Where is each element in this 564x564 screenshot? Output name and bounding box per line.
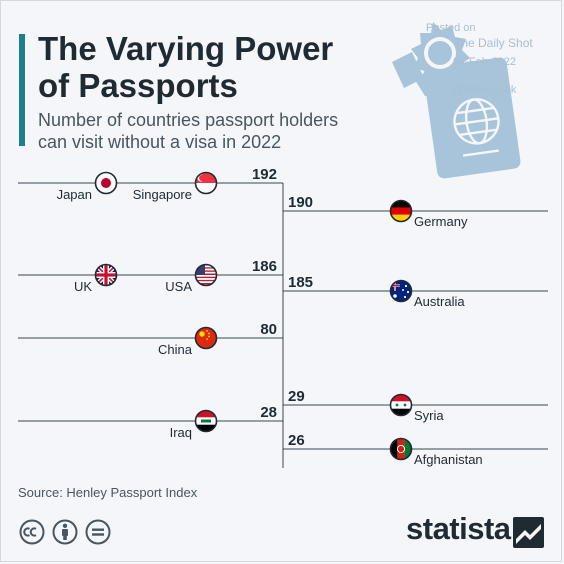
flag-germany (389, 199, 413, 223)
by-icon (52, 519, 78, 545)
country-label: Singapore (133, 187, 192, 202)
flag-usa (194, 263, 218, 287)
flag-china (194, 326, 218, 350)
flag-uk (94, 263, 118, 287)
statista-wordmark: statista (406, 511, 511, 546)
flag-australia (389, 279, 413, 303)
value-label: 185 (288, 274, 313, 291)
country-label: Syria (414, 408, 444, 423)
flag-syria (389, 393, 413, 417)
value-label: 186 (252, 258, 277, 275)
flag-afghanistan (389, 437, 413, 461)
license-icons (19, 519, 111, 545)
flag-singapore (194, 171, 218, 195)
chart-subtitle-line-1: Number of countries passport holders (38, 110, 339, 130)
country-label: Afghanistan (414, 452, 483, 467)
country-label: USA (165, 279, 192, 294)
value-label: 26 (288, 432, 305, 449)
chart-title: The Varying Power of Passports (38, 30, 378, 104)
title-accent-bar (19, 34, 25, 146)
value-label: 80 (260, 321, 277, 338)
watermark-line-1: Posted on (426, 22, 476, 34)
statista-logo-icon (513, 517, 544, 548)
flag-iraq (194, 409, 218, 433)
country-label: Australia (414, 294, 465, 309)
chart-title-line-1: The Varying Power (38, 30, 334, 67)
cc-icon (19, 519, 45, 545)
value-label: 28 (260, 404, 277, 421)
passport-chart: 192 Japan Singapore 190 Germany 186 UK USA 185 Au… (18, 166, 548, 468)
value-label: 192 (252, 166, 277, 183)
country-label: Iraq (170, 425, 192, 440)
flag-japan (94, 171, 118, 195)
value-label: 29 (288, 388, 305, 405)
chart-title-line-2: of Passports (38, 67, 238, 104)
country-label: China (158, 342, 193, 357)
source-note: Source: Henley Passport Index (18, 485, 198, 500)
watermark-line-3: 04-Feb-2022 (453, 56, 516, 68)
watermark-line-4: @SoberLook (452, 84, 517, 96)
country-label: Germany (414, 214, 468, 229)
country-label: UK (74, 279, 92, 294)
chart-subtitle: Number of countries passport holders can… (38, 109, 378, 153)
chart-subtitle-line-2: can visit without a visa in 2022 (38, 132, 282, 152)
country-label: Japan (57, 187, 92, 202)
value-label: 190 (288, 194, 313, 211)
watermark-line-2: The Daily Shot (454, 36, 533, 50)
nd-icon (85, 519, 111, 545)
